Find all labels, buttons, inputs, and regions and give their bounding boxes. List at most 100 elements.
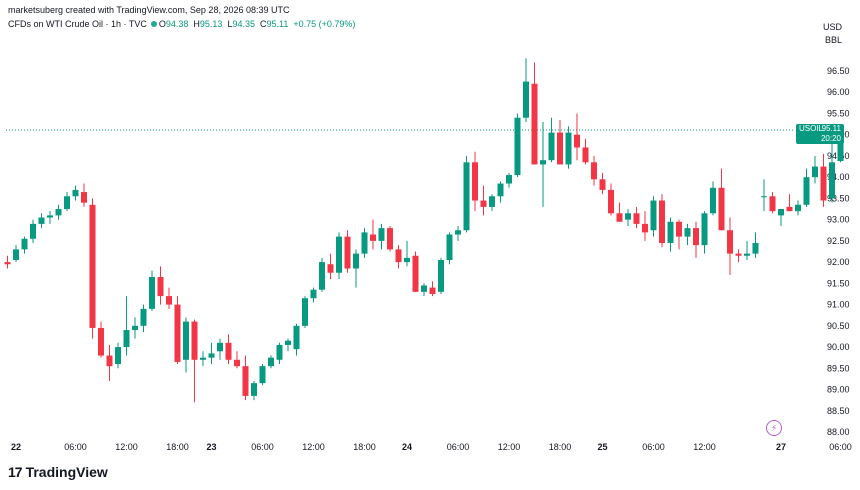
tradingview-mark-icon: 17	[8, 464, 23, 480]
candle	[812, 155, 818, 184]
candle	[378, 223, 385, 250]
candle-body	[769, 196, 776, 212]
candle-body	[98, 327, 104, 356]
candle-body	[523, 81, 529, 118]
candle-body	[829, 162, 835, 199]
candle	[744, 240, 750, 260]
candle-body	[506, 175, 512, 184]
candle	[718, 168, 725, 231]
y-tick-label: 93.00	[827, 215, 850, 225]
x-tick-label: 06:00	[829, 442, 852, 452]
candle-body	[395, 249, 402, 263]
candle-body	[616, 213, 623, 222]
candle-body	[64, 196, 70, 210]
symbol-legend[interactable]: CFDs on WTI Crude Oil · 1h · TVC O94.38 H9…	[8, 19, 355, 29]
candle-body	[13, 249, 19, 260]
candle-body	[531, 83, 538, 165]
candle-body	[310, 289, 317, 299]
candle	[761, 179, 767, 212]
high-label: H	[193, 19, 200, 29]
candle-body	[446, 234, 453, 260]
candle-body	[268, 357, 274, 367]
candle	[795, 200, 801, 216]
candle-body	[489, 196, 495, 207]
candle	[676, 219, 682, 250]
candle	[191, 319, 198, 403]
candle-body	[174, 304, 181, 362]
x-tick-label: 22	[11, 442, 21, 452]
candle-body	[820, 166, 827, 201]
candle	[123, 296, 130, 356]
candle	[778, 209, 784, 227]
candle-body	[557, 132, 563, 165]
unit-label[interactable]: BBL	[824, 35, 842, 45]
candle	[693, 221, 699, 258]
candle	[327, 253, 334, 280]
x-tick-label: 06:00	[251, 442, 274, 452]
candle	[21, 236, 28, 254]
candle-body	[242, 366, 249, 396]
candle	[242, 355, 249, 401]
candle	[234, 351, 240, 369]
tradingview-logo[interactable]: 17 TradingView	[8, 463, 108, 481]
candle-body	[744, 253, 750, 256]
candle-body	[4, 262, 11, 265]
candle-body	[837, 130, 844, 162]
candle	[514, 113, 521, 178]
candle	[285, 338, 291, 352]
candle	[557, 119, 563, 165]
price-tag-value: 95.11	[821, 124, 841, 133]
candle	[370, 219, 376, 250]
candle-body	[217, 342, 223, 352]
currency-label[interactable]: USD	[822, 22, 842, 32]
candle	[786, 194, 793, 212]
candle	[336, 232, 342, 280]
y-tick-label: 93.50	[827, 193, 850, 203]
candle-body	[803, 177, 810, 205]
candle	[548, 117, 555, 163]
y-tick-label: 94.00	[827, 172, 850, 182]
candle-body	[676, 221, 682, 237]
candle	[727, 217, 733, 275]
candle-body	[378, 228, 385, 241]
x-tick-label: 12:00	[498, 442, 521, 452]
candle	[13, 245, 19, 263]
candle	[72, 185, 79, 201]
candles	[4, 58, 844, 403]
candle-body	[55, 209, 62, 216]
price-tag-symbol: USOIL	[799, 124, 824, 133]
symbol-description[interactable]: CFDs on WTI Crude Oil · 1h · TVC	[8, 19, 147, 29]
candle-body	[353, 253, 359, 269]
candle-body	[319, 262, 325, 290]
candle-body	[200, 357, 206, 360]
candle-body	[166, 296, 172, 305]
candle-body	[752, 243, 759, 254]
candle	[293, 323, 300, 356]
candle	[642, 211, 648, 241]
candle	[387, 226, 393, 252]
candle-body	[259, 366, 266, 384]
lightning-icon[interactable]: ⚡	[766, 420, 782, 436]
candle-body	[455, 230, 461, 235]
candle	[276, 342, 283, 365]
candle-body	[183, 321, 189, 360]
high-value: 95.13	[199, 19, 223, 29]
candle-body	[591, 162, 597, 180]
market-status-icon	[150, 21, 157, 27]
candle-body	[72, 189, 79, 197]
candle-body	[786, 206, 793, 212]
candle-body	[336, 236, 342, 273]
candle	[574, 113, 580, 161]
price-tag-countdown: 20:20	[820, 134, 841, 143]
candle-body	[38, 217, 45, 224]
candle	[421, 283, 427, 297]
candle	[55, 204, 62, 220]
candle	[38, 213, 45, 229]
candle-body	[659, 200, 665, 244]
candle-body	[157, 276, 164, 297]
y-axis: 88.00 88.50 89.00 89.50 90.00 90.50 91.00 91.50…	[827, 66, 850, 437]
x-axis: 22 06:00 12:00 18:00 23 06:00 12:00 18:00 24 06:0…	[11, 442, 852, 452]
candle-body	[718, 187, 725, 231]
open-value: 94.38	[165, 19, 189, 29]
